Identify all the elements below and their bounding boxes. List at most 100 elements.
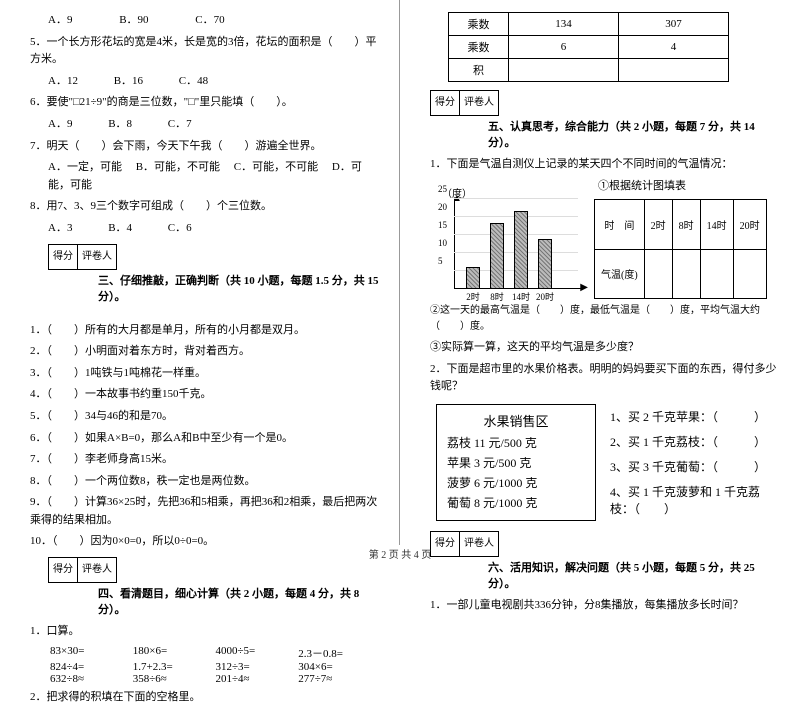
calc-row-2: 824÷4= 1.7+2.3= 312÷3= 304×6= (18, 661, 381, 673)
bar (538, 239, 552, 289)
fruit-row: 葡萄 8 元/1000 克 (447, 494, 585, 511)
calc: 1.7+2.3= (133, 661, 216, 673)
q6-text: 6．要使"□21÷9"的商是三位数，"□"里只能填（ ）。 (18, 94, 381, 112)
score-box-5: 得分 评卷人 (430, 90, 782, 116)
th: 积 (449, 59, 509, 82)
opt-a: A．3 (48, 222, 72, 234)
td: 8时 (672, 200, 700, 250)
q7-text: 7．明天（ ）会下雨，今天下午我（ ）游遍全世界。 (18, 138, 381, 156)
opt-a: A．9 (48, 14, 72, 26)
judge-5: 5．（ ）34与46的和是70。 (18, 408, 381, 426)
fq2: 2、买 1 千克荔枝：（ ） (610, 433, 782, 450)
opt-c: C．48 (179, 75, 208, 87)
product-table: 乘数134307 乘数64 积 (448, 12, 729, 82)
td: 2时 (644, 200, 672, 250)
fruit-title: 水果销售区 (447, 411, 585, 430)
score-cell: 得分 (430, 90, 460, 116)
calc: 632÷8≈ (50, 673, 133, 685)
section-6-title: 六、活用知识，解决问题（共 5 小题，每题 5 分，共 25 分）。 (488, 559, 782, 591)
td-blank (619, 59, 729, 82)
td: 6 (509, 36, 619, 59)
th: 时 间 (595, 200, 645, 250)
calc: 201÷4≈ (216, 673, 299, 685)
q5-options: A．12 B．16 C．48 (18, 73, 381, 91)
calc: 83×30= (50, 645, 133, 661)
q5-1a: ①根据统计图填表 (418, 178, 782, 196)
judge-1: 1．（ ）所有的大月都是单月，所有的小月都是双月。 (18, 322, 381, 340)
calc: 312÷3= (216, 661, 299, 673)
calc: 358÷6≈ (133, 673, 216, 685)
y-label: 25 (438, 184, 447, 194)
section-5-title: 五、认真思考，综合能力（共 2 小题，每题 7 分，共 14 分）。 (488, 118, 782, 150)
fruit-layout: 水果销售区 荔枝 11 元/500 克 苹果 3 元/500 克 菠萝 6 元/… (418, 400, 782, 525)
y-label: 20 (438, 202, 447, 212)
fruit-questions: 1、买 2 千克苹果：（ ） 2、买 1 千克荔枝：（ ） 3、买 3 千克葡萄… (610, 400, 782, 525)
judge-4: 4．（ ）一本故事书约重150千克。 (18, 386, 381, 404)
q4-options: A．9 B．90 C．70 (18, 12, 381, 30)
opt-a: A．一定，可能 (48, 161, 122, 173)
arrow-right-icon: ▶ (580, 282, 588, 293)
th: 气温(度) (595, 249, 645, 299)
fruit-row: 苹果 3 元/500 克 (447, 454, 585, 471)
fq4: 4、买 1 千克菠萝和 1 千克荔枝：（ ） (610, 483, 782, 517)
opt-b: B．可能，不可能 (136, 161, 220, 173)
calc: 2.3－0.8= (298, 645, 381, 661)
judge-2: 2．（ ）小明面对着东方时，背对着西方。 (18, 343, 381, 361)
bar (490, 223, 504, 289)
td: 134 (509, 13, 619, 36)
q5-1: 1．下面是气温自测仪上记录的某天四个不同时间的气温情况： (418, 156, 782, 174)
grader-cell: 评卷人 (78, 244, 117, 270)
judge-8: 8．（ ）一个两位数8，秩一定也是两位数。 (18, 473, 381, 491)
opt-b: B．90 (119, 14, 148, 26)
page-footer: 第 2 页 共 4 页 (0, 546, 800, 561)
chart-and-table: （度） ▲ ▶ 2520151052时8时14时20时 时 间 2时 8时 14… (418, 199, 782, 299)
y-label: 10 (438, 238, 447, 248)
td-blank (644, 249, 672, 299)
q8-text: 8．用7、3、9三个数字可组成（ ）个三位数。 (18, 198, 381, 216)
bar (514, 211, 528, 289)
opt-c: C．70 (195, 14, 224, 26)
td: 4 (619, 36, 729, 59)
calc-row-3: 632÷8≈ 358÷6≈ 201÷4≈ 277÷7≈ (18, 673, 381, 685)
td-blank (672, 249, 700, 299)
fq3: 3、买 3 千克葡萄：（ ） (610, 458, 782, 475)
fq1: 1、买 2 千克苹果：（ ） (610, 408, 782, 425)
th: 乘数 (449, 13, 509, 36)
th: 乘数 (449, 36, 509, 59)
y-axis (454, 199, 455, 289)
temp-table: 时 间 2时 8时 14时 20时 气温(度) (594, 199, 767, 299)
td-blank (733, 249, 766, 299)
judge-9: 9．（ ）计算36×25时，先把36和5相乘，再把36和2相乘，最后把两次乘得的… (18, 494, 381, 529)
bar (466, 267, 480, 289)
calc: 824÷4= (50, 661, 133, 673)
opt-b: B．4 (108, 222, 132, 234)
section-3-title: 三、仔细推敲，正确判断（共 10 小题，每题 1.5 分，共 15 分）。 (98, 272, 381, 304)
opt-b: B．8 (108, 118, 132, 130)
calc-head: 1．口算。 (18, 623, 381, 641)
y-label: 5 (438, 256, 443, 266)
score-box-3: 得分 评卷人 (48, 244, 381, 270)
q6-options: A．9 B．8 C．7 (18, 116, 381, 134)
opt-a: A．9 (48, 118, 72, 130)
section-4-title: 四、看清题目，细心计算（共 2 小题，每题 4 分，共 8 分）。 (98, 585, 381, 617)
opt-c: C．7 (168, 118, 192, 130)
td: 20时 (733, 200, 766, 250)
calc: 180×6= (133, 645, 216, 661)
q8-options: A．3 B．4 C．6 (18, 220, 381, 238)
bar-chart: （度） ▲ ▶ 2520151052时8时14时20时 (442, 199, 582, 299)
judge-6: 6．（ ）如果A×B=0，那么A和B中至少有一个是0。 (18, 430, 381, 448)
q5-text: 5．一个长方形花坛的宽是4米，长是宽的3倍，花坛的面积是（ ）平方米。 (18, 34, 381, 69)
q6-1: 1．一部儿童电视剧共336分钟，分8集播放，每集播放多长时间？ (418, 597, 782, 615)
x-label: 8时 (490, 290, 504, 303)
calc: 304×6= (298, 661, 381, 673)
calc-2: 2．把求得的积填在下面的空格里。 (18, 689, 381, 706)
y-label: 15 (438, 220, 447, 230)
q7-options: A．一定，可能 B．可能，不可能 C．可能，不可能 D．可能，可能 (18, 159, 381, 194)
td-blank (509, 59, 619, 82)
q5-1b: ②这一天的最高气温是（ ）度，最低气温是（ ）度，平均气温大约（ ）度。 (418, 303, 782, 335)
fruit-price-box: 水果销售区 荔枝 11 元/500 克 苹果 3 元/500 克 菠萝 6 元/… (436, 404, 596, 521)
grader-cell: 评卷人 (460, 90, 499, 116)
opt-a: A．12 (48, 75, 78, 87)
calc-row-1: 83×30= 180×6= 4000÷5= 2.3－0.8= (18, 645, 381, 661)
x-label: 20时 (536, 290, 554, 303)
